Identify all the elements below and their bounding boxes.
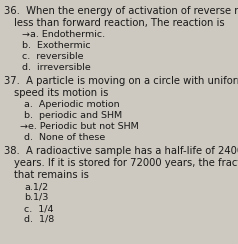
Text: d.  irreversible: d. irreversible	[22, 63, 91, 72]
Text: b.  periodic and SHM: b. periodic and SHM	[24, 111, 122, 120]
Text: d.  1/8: d. 1/8	[24, 215, 54, 224]
Text: speed its motion is: speed its motion is	[14, 88, 108, 98]
Text: →a. Endothermic.: →a. Endothermic.	[22, 30, 105, 39]
Text: years. If it is stored for 72000 years, the fraction: years. If it is stored for 72000 years, …	[14, 158, 238, 168]
Text: b.1/3: b.1/3	[24, 193, 48, 202]
Text: a.  Aperiodic motion: a. Aperiodic motion	[24, 100, 120, 109]
Text: c.  reversible: c. reversible	[22, 52, 84, 61]
Text: d.  None of these: d. None of these	[24, 133, 105, 142]
Text: 36.  When the energy of activation of reverse reaction is: 36. When the energy of activation of rev…	[4, 6, 238, 16]
Text: less than forward reaction, The reaction is: less than forward reaction, The reaction…	[14, 18, 225, 28]
Text: →e. Periodic but not SHM: →e. Periodic but not SHM	[20, 122, 139, 131]
Text: a.1/2: a.1/2	[24, 182, 48, 191]
Text: 38.  A radioactive sample has a half-life of 24000: 38. A radioactive sample has a half-life…	[4, 146, 238, 156]
Text: 37.  A particle is moving on a circle with uniform: 37. A particle is moving on a circle wit…	[4, 76, 238, 86]
Text: c.  1/4: c. 1/4	[24, 204, 54, 213]
Text: that remains is: that remains is	[14, 170, 89, 180]
Text: b.  Exothermic: b. Exothermic	[22, 41, 91, 50]
